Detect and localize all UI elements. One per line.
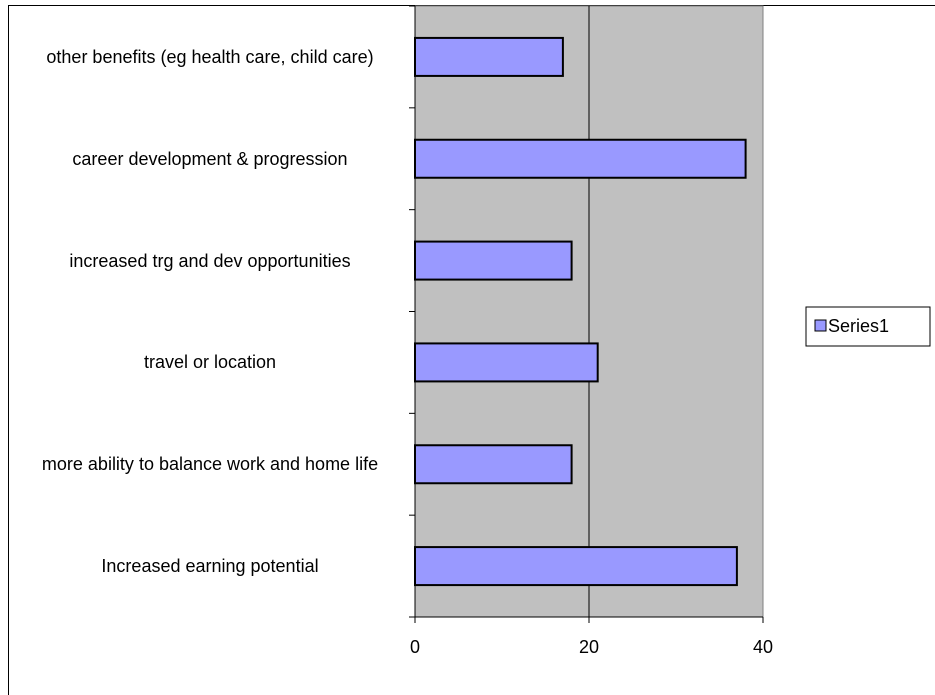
bar (414, 342, 599, 383)
x-tick-label: 20 (579, 637, 599, 657)
y-tick-label: Increased earning potential (101, 556, 319, 577)
bar (414, 546, 738, 587)
y-tick-label: other benefits (eg health care, child ca… (46, 46, 374, 67)
bar (414, 240, 573, 281)
x-tick-label: 40 (753, 637, 773, 657)
y-tick-label: more ability to balance work and home li… (41, 454, 379, 475)
y-tick-label: career development & progression (72, 148, 348, 169)
legend-box (805, 306, 931, 347)
y-tick-label: increased trg and dev opportunities (69, 250, 351, 271)
legend-swatch (814, 319, 827, 332)
bar (414, 36, 564, 77)
y-tick-label: travel or location (143, 352, 277, 373)
x-tick-label: 0 (410, 637, 420, 657)
bar (414, 138, 747, 179)
bar (414, 444, 573, 485)
legend-label: Series1 (828, 316, 889, 336)
